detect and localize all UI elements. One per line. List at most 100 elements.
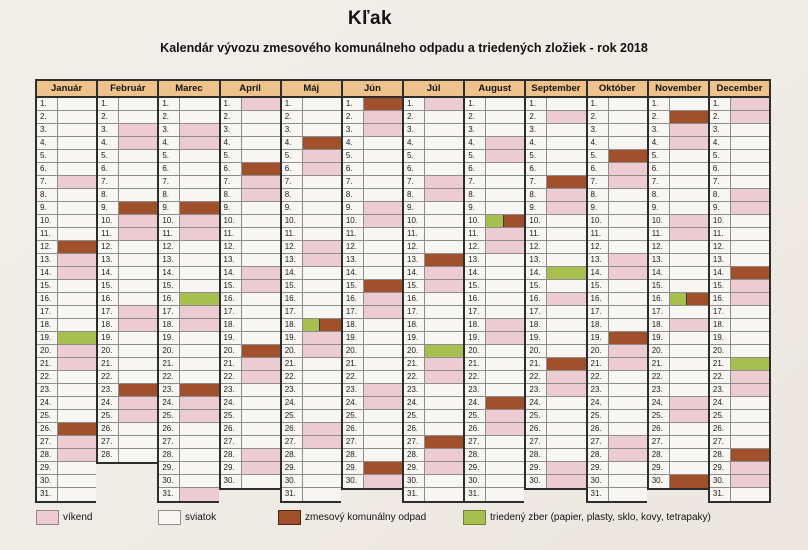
day-number: 16. xyxy=(587,293,609,305)
day-cell-weekend xyxy=(302,150,341,162)
day-row: 4. xyxy=(709,137,770,150)
day-number: 9. xyxy=(709,202,731,214)
day-cell xyxy=(180,150,219,162)
day-number: 25. xyxy=(709,410,731,422)
day-row: 28. xyxy=(404,449,464,462)
day-cell xyxy=(119,332,158,344)
day-cell-weekend xyxy=(363,397,403,409)
day-number: 14. xyxy=(526,267,548,279)
day-row: 18. xyxy=(404,319,464,332)
day-number: 3. xyxy=(526,124,548,136)
day-cell-weekend xyxy=(608,267,647,279)
day-row: 28. xyxy=(37,449,97,462)
day-cell xyxy=(180,267,219,279)
day-number: 28. xyxy=(709,449,731,461)
day-cell xyxy=(58,462,97,474)
day-row: 2. xyxy=(98,111,158,124)
day-cell xyxy=(547,280,586,292)
month-header: September xyxy=(526,81,586,98)
day-row: 30. xyxy=(587,475,647,488)
day-cell-weekend xyxy=(58,436,97,448)
day-row: 16. xyxy=(404,293,464,306)
day-cell xyxy=(486,280,525,292)
day-number: 26. xyxy=(465,423,487,435)
day-cell xyxy=(363,371,403,383)
day-number: 8. xyxy=(342,189,364,201)
day-number: 18. xyxy=(465,319,487,331)
day-row: 10. xyxy=(709,215,770,228)
day-cell-weekend xyxy=(119,124,158,136)
day-number: 31. xyxy=(159,488,181,501)
day-cell xyxy=(425,384,464,396)
day-row: 14. xyxy=(587,267,647,280)
day-cell-weekend xyxy=(486,410,525,422)
day-row: 24. xyxy=(220,397,280,410)
day-number: 29. xyxy=(281,462,303,474)
day-cell-waste-and-sorted xyxy=(302,319,341,331)
day-number: 5. xyxy=(648,150,670,162)
month-column-6: Jún 1. 2. 3. 4. 5. 6. 7. 8. 9. 10. 11. 12. 13. 14. 15. 1… xyxy=(340,79,403,490)
day-number: 22. xyxy=(37,371,58,383)
day-number: 17. xyxy=(587,306,609,318)
day-number: 26. xyxy=(526,423,548,435)
day-cell xyxy=(241,475,280,488)
day-row: 15. xyxy=(342,280,403,293)
day-number: 3. xyxy=(37,124,58,136)
day-cell xyxy=(241,423,280,435)
day-number: 3. xyxy=(220,124,242,136)
day-number: 24. xyxy=(220,397,242,409)
day-row: 28. xyxy=(98,449,158,462)
day-row: 10. xyxy=(404,215,464,228)
day-number: 23. xyxy=(159,384,181,396)
day-row: 1. xyxy=(37,98,97,111)
day-cell-weekend xyxy=(363,384,403,396)
day-number: 1. xyxy=(587,98,609,110)
day-cell xyxy=(547,332,586,344)
day-cell xyxy=(608,241,647,253)
day-row: 21. xyxy=(220,358,280,371)
month-column-12: December 1. 2. 3. 4. 5. 6. 7. 8. 9. 10. 11. 12. 13. 14… xyxy=(707,79,772,503)
day-number: 25. xyxy=(465,410,487,422)
day-row: 31. xyxy=(465,488,525,501)
day-cell-weekend xyxy=(608,449,647,461)
day-row: 13. xyxy=(404,254,464,267)
day-row: 26. xyxy=(281,423,341,436)
day-number: 25. xyxy=(648,410,670,422)
day-cell xyxy=(180,436,219,448)
day-cell xyxy=(669,436,708,448)
day-cell xyxy=(608,475,647,487)
day-cell xyxy=(241,124,280,136)
day-number: 4. xyxy=(587,137,609,149)
day-row: 1. xyxy=(342,98,403,111)
day-row: 20. xyxy=(587,345,647,358)
day-cell xyxy=(119,111,158,123)
day-row: 30. xyxy=(220,475,280,488)
day-row: 17. xyxy=(342,306,403,319)
day-row: 28. xyxy=(281,449,341,462)
day-cell-weekend xyxy=(241,358,280,370)
day-row: 12. xyxy=(465,241,525,254)
day-row: 22. xyxy=(37,371,97,384)
day-cell xyxy=(363,254,403,266)
month-header: Jún xyxy=(342,81,403,98)
day-row: 26. xyxy=(220,423,280,436)
day-row: 18. xyxy=(648,319,708,332)
day-cell-weekend xyxy=(669,397,708,409)
day-number: 17. xyxy=(281,306,303,318)
day-number: 16. xyxy=(709,293,731,305)
day-number: 25. xyxy=(342,410,364,422)
day-number: 27. xyxy=(281,436,303,448)
day-cell xyxy=(486,306,525,318)
day-row: 4. xyxy=(587,137,647,150)
day-number: 7. xyxy=(404,176,426,188)
day-cell xyxy=(669,189,708,201)
day-number: 12. xyxy=(587,241,609,253)
day-number: 15. xyxy=(587,280,609,292)
day-number: 28. xyxy=(465,449,487,461)
day-number: 18. xyxy=(526,319,548,331)
day-row: 29. xyxy=(159,462,219,475)
day-number: 28. xyxy=(37,449,58,461)
day-cell xyxy=(180,423,219,435)
legend-item-holiday: sviatok xyxy=(158,510,216,525)
day-row: 26. xyxy=(526,423,586,436)
